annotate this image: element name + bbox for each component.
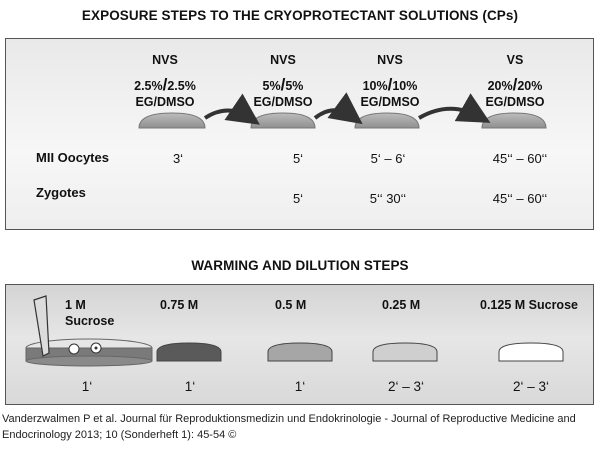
step-type: NVS [270, 53, 296, 67]
row-label-zygotes: Zygotes [36, 185, 86, 200]
transfer-arrow-3 [417, 93, 491, 123]
oocyte-time-3: 5‘ – 6‘ [370, 151, 406, 166]
warming-step-1-sucrose: Sucrose [65, 314, 115, 328]
exposure-panel [5, 38, 594, 230]
oocyte-time-1: 3‘ [172, 151, 184, 166]
warming-step-1-label: 1 M Sucrose [65, 297, 114, 329]
oocyte-icon [68, 343, 80, 355]
exposure-dish-1 [138, 112, 206, 129]
transfer-arrow-1 [203, 93, 260, 125]
petri-dish-base [25, 355, 153, 367]
step-medium: EG/DMSO [253, 95, 313, 109]
citation-footer: Vanderzwalmen P et al. Journal für Repro… [2, 413, 576, 441]
warming-title: WARMING AND DILUTION STEPS [191, 258, 409, 273]
warming-step-2-label: 0.75 M [160, 298, 199, 312]
oocyte-time-2: 5‘ [292, 151, 304, 166]
step-type: NVS [377, 53, 403, 67]
zygote-time-4: 45‘‘ – 60‘‘ [492, 191, 548, 206]
warming-step-1-conc: 1 M [65, 298, 86, 312]
step-conc-2: 10% [392, 79, 418, 93]
exposure-step-1: NVS 2.5%/2.5% EG/DMSO [120, 52, 210, 110]
exposure-step-2: NVS 5%/5% EG/DMSO [238, 52, 328, 110]
zygote-time-2: 5‘ [292, 191, 304, 206]
warming-dish-4 [372, 342, 438, 362]
warming-dish-5 [498, 342, 564, 362]
exposure-title: EXPOSURE STEPS TO THE CRYOPROTECTANT SOL… [81, 8, 519, 23]
warming-time-2: 1‘ [184, 379, 196, 394]
step-conc-2: 2.5% [167, 79, 196, 93]
warming-dish-3 [267, 342, 333, 362]
exposure-step-3: NVS 10%/10% EG/DMSO [340, 52, 440, 110]
warming-dish-2 [156, 342, 222, 362]
step-conc-1: 10% [362, 79, 388, 93]
step-medium: EG/DMSO [135, 95, 195, 109]
exposure-step-4: VS 20%/20% EG/DMSO [465, 52, 565, 110]
step-conc-1: 5% [262, 79, 281, 93]
warming-time-3: 1‘ [294, 379, 306, 394]
oocyte-nucleus [94, 346, 98, 350]
warming-time-4: 2‘ – 3‘ [387, 379, 425, 394]
step-conc-2: 5% [285, 79, 304, 93]
step-medium: EG/DMSO [485, 95, 545, 109]
step-medium: EG/DMSO [360, 95, 420, 109]
warming-step-4-label: 0.25 M [382, 298, 421, 312]
step-type: VS [506, 53, 524, 67]
warming-step-3-label: 0.5 M [275, 298, 307, 312]
warming-step-5-label: 0.125 M Sucrose [480, 298, 578, 312]
oocyte-time-4: 45‘‘ – 60‘‘ [492, 151, 548, 166]
row-label-oocytes: MII Oocytes [36, 150, 109, 165]
transfer-arrow-2 [313, 92, 363, 125]
cryo-device-icon [33, 295, 50, 357]
warming-time-1: 1‘ [81, 379, 93, 394]
zygote-time-3: 5‘‘ 30‘‘ [369, 191, 407, 206]
step-conc-1: 2.5% [134, 79, 163, 93]
step-type: NVS [152, 53, 178, 67]
step-conc-1: 20% [487, 79, 513, 93]
warming-time-5: 2‘ – 3‘ [512, 379, 550, 394]
step-conc-2: 20% [517, 79, 543, 93]
